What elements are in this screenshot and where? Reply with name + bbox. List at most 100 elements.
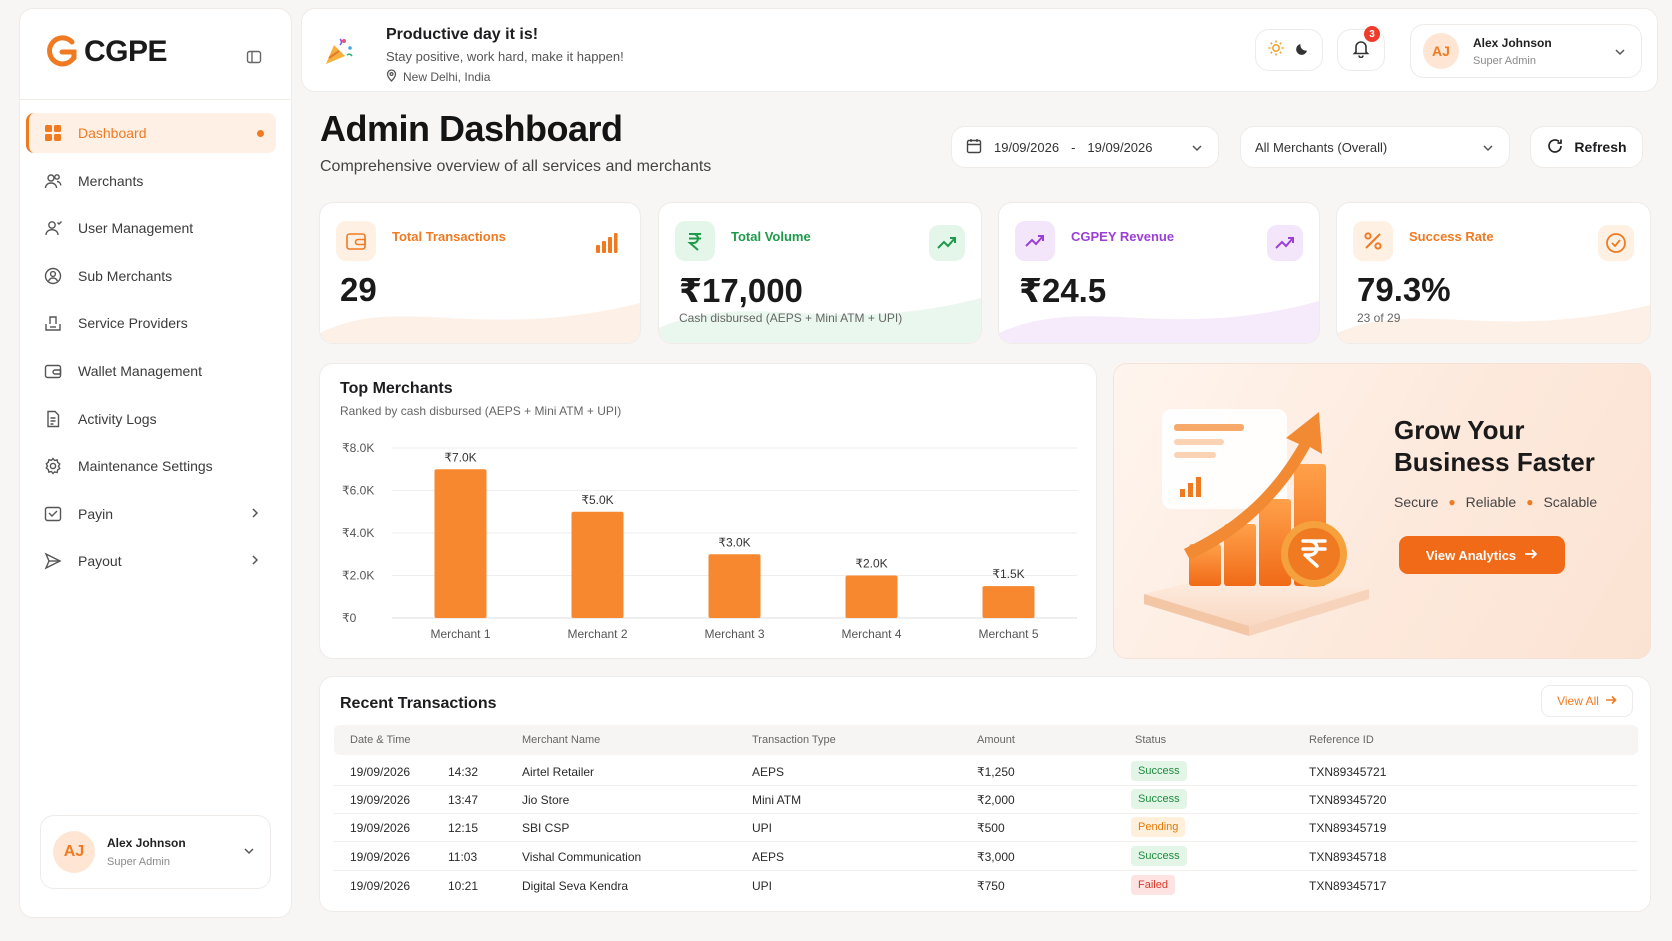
- location-text: New Delhi, India: [403, 70, 491, 84]
- recent-transactions-card: Recent Transactions View All Date & Time…: [319, 676, 1651, 912]
- column-header: Date & Time: [350, 734, 411, 746]
- column-header: Reference ID: [1309, 734, 1374, 746]
- chevron-right-icon[interactable]: [248, 553, 262, 570]
- sidebar-item-label: Wallet Management: [78, 362, 202, 379]
- stat-label: Success Rate: [1409, 229, 1494, 244]
- sun-icon[interactable]: [1267, 39, 1285, 62]
- sidebar-item-wallet-management[interactable]: Wallet Management: [26, 351, 276, 391]
- refresh-button[interactable]: Refresh: [1530, 126, 1643, 168]
- stat-note: 23 of 29: [1357, 311, 1401, 325]
- table-row[interactable]: 19/09/2026 11:03 Vishal Communication AE…: [334, 842, 1638, 871]
- view-analytics-button[interactable]: View Analytics: [1399, 536, 1565, 574]
- users-icon: [42, 170, 64, 192]
- top-header: Productive day it is! Stay positive, wor…: [301, 8, 1658, 92]
- page-subtitle: Comprehensive overview of all services a…: [320, 158, 712, 175]
- payout-icon: [42, 550, 64, 572]
- sidebar-item-dashboard[interactable]: Dashboard: [26, 113, 276, 153]
- sidebar-item-sub-merchants[interactable]: Sub Merchants: [26, 256, 276, 296]
- sidebar-item-maintenance-settings[interactable]: Maintenance Settings: [26, 446, 276, 486]
- service-provider-icon: [42, 312, 64, 334]
- gear-icon: [42, 455, 64, 477]
- promo-tags: Secure ● Reliable ● Scalable: [1394, 494, 1597, 510]
- table-row[interactable]: 19/09/2026 13:47 Jio Store Mini ATM ₹2,0…: [334, 785, 1638, 814]
- greeting-title: Productive day it is!: [386, 26, 539, 43]
- grid-icon: [42, 122, 64, 144]
- cell-amount: ₹2,000: [977, 793, 1015, 807]
- promo-tag: Secure: [1394, 494, 1439, 510]
- x-tick-label: Merchant 5: [978, 627, 1038, 641]
- bar: [982, 586, 1035, 618]
- sidebar-item-payout[interactable]: Payout: [26, 541, 276, 581]
- separator-dot-icon: ●: [1526, 495, 1534, 509]
- sidebar-nav: Dashboard Merchants User Management Sub …: [26, 113, 276, 589]
- cgpe-logo-icon: [47, 35, 77, 67]
- promo-tag: Scalable: [1543, 494, 1598, 510]
- wave-decoration: [1337, 305, 1650, 343]
- table-row[interactable]: 19/09/2026 14:32 Airtel Retailer AEPS ₹1…: [334, 757, 1638, 786]
- cell-reference: TXN89345720: [1309, 793, 1387, 807]
- stat-card-cgpey-revenue: CGPEY Revenue ₹24.5: [998, 202, 1320, 344]
- cell-amount: ₹1,250: [977, 765, 1015, 779]
- sidebar-item-payin[interactable]: Payin: [26, 494, 276, 534]
- sidebar-item-user-management[interactable]: User Management: [26, 208, 276, 248]
- cell-reference: TXN89345717: [1309, 879, 1387, 893]
- cell-amount: ₹500: [977, 821, 1005, 835]
- chevron-down-icon[interactable]: [1613, 45, 1627, 64]
- cell-merchant: Vishal Communication: [522, 850, 642, 864]
- percent-icon: [1353, 221, 1393, 261]
- cell-time: 10:21: [448, 879, 479, 893]
- location: New Delhi, India: [386, 69, 490, 85]
- cell-type: Mini ATM: [752, 793, 802, 807]
- promo-title: Grow Your Business Faster: [1394, 415, 1595, 477]
- moon-icon[interactable]: [1295, 40, 1311, 61]
- check-circle-icon: [1598, 225, 1634, 261]
- sidebar-item-merchants[interactable]: Merchants: [26, 161, 276, 201]
- status-badge: Pending: [1131, 817, 1186, 837]
- status-badge: Success: [1131, 761, 1187, 781]
- sidebar-user-role: Super Admin: [107, 856, 170, 868]
- merchant-filter-select[interactable]: All Merchants (Overall): [1240, 126, 1510, 168]
- chevron-down-icon[interactable]: [242, 844, 256, 863]
- active-indicator-dot: [257, 130, 264, 137]
- cell-reference: TXN89345721: [1309, 765, 1387, 779]
- stat-label: CGPEY Revenue: [1071, 229, 1175, 244]
- x-tick-label: Merchant 3: [704, 627, 764, 641]
- sidebar-item-service-providers[interactable]: Service Providers: [26, 303, 276, 343]
- brand-logo[interactable]: CGPE: [46, 35, 168, 69]
- status-badge: Success: [1131, 846, 1187, 866]
- view-all-button[interactable]: View All: [1541, 685, 1633, 717]
- table-row[interactable]: 19/09/2026 10:21 Digital Seva Kendra UPI…: [334, 871, 1638, 900]
- greeting-subtitle: Stay positive, work hard, make it happen…: [386, 49, 624, 64]
- date-from: 19/09/2026: [994, 139, 1060, 155]
- map-pin-icon: [386, 69, 397, 85]
- sidebar-item-label: Merchants: [78, 172, 144, 189]
- chevron-down-icon: [1190, 141, 1204, 158]
- table-row[interactable]: 19/09/2026 12:15 SBI CSP UPI ₹500 Pendin…: [334, 813, 1638, 842]
- cell-date: 19/09/2026: [350, 879, 411, 893]
- view-all-label: View All: [1557, 694, 1599, 708]
- chart-subtitle: Ranked by cash disbursed (AEPS + Mini AT…: [340, 404, 622, 418]
- bar: [708, 554, 761, 618]
- theme-toggle[interactable]: [1255, 29, 1323, 71]
- stat-value: 79.3%: [1357, 271, 1451, 308]
- bell-icon: [1351, 38, 1371, 63]
- stat-note: Cash disbursed (AEPS + Mini ATM + UPI): [679, 311, 903, 325]
- cell-time: 11:03: [448, 850, 478, 864]
- notifications-button[interactable]: 3: [1337, 26, 1385, 71]
- chevron-right-icon[interactable]: [248, 506, 262, 523]
- bar-value-label: ₹7.0K: [444, 450, 476, 464]
- bar-chart-icon: [588, 225, 624, 261]
- collapse-sidebar-icon[interactable]: [246, 49, 266, 69]
- date-range-picker[interactable]: 19/09/2026 - 19/09/2026: [951, 126, 1219, 168]
- sidebar-item-label: Sub Merchants: [78, 267, 173, 284]
- trend-up-icon: [1267, 225, 1303, 261]
- avatar: AJ: [1423, 33, 1459, 69]
- header-user-menu[interactable]: AJ Alex Johnson Super Admin: [1410, 24, 1642, 78]
- stat-label: Total Volume: [731, 229, 811, 244]
- cell-date: 19/09/2026: [350, 765, 411, 779]
- status-badge: Success: [1131, 789, 1187, 809]
- sidebar-user-name: Alex Johnson: [107, 836, 186, 850]
- bar-value-label: ₹5.0K: [581, 493, 613, 507]
- sidebar-item-activity-logs[interactable]: Activity Logs: [26, 399, 276, 439]
- sidebar-user-menu[interactable]: AJ Alex Johnson Super Admin: [40, 815, 271, 889]
